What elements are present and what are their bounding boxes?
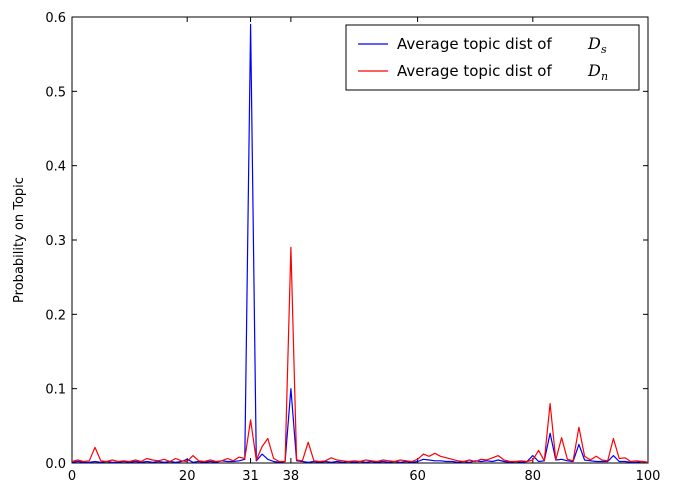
ticks-layer: 0 20 31 38 60 80 100 0.0 0.1 0.2 0.3 0.4 0.5 0.6 [45,11,660,484]
y-tick-label: 0.4 [45,160,66,175]
x-tick-label: 38 [283,469,300,484]
y-tick-label: 0.0 [45,457,66,472]
legend-sub-dn: n [601,70,608,83]
y-axis-label: Probability on Topic [12,177,27,303]
legend: Average topic dist of D s Average topic … [345,24,640,91]
x-tick-label: 100 [636,469,661,484]
legend-sub-ds: s [601,43,607,56]
y-tick-label: 0.1 [45,383,66,398]
y-tick-label: 0.2 [45,308,66,323]
x-tick-label: 80 [525,469,542,484]
y-tick-label: 0.6 [45,11,66,26]
x-tick-label: 0 [68,469,76,484]
series-line-dn [71,246,649,463]
legend-item-ds: Average topic dist of D s [358,34,607,56]
legend-label-dn: Average topic dist of [397,62,552,80]
legend-box [345,24,640,91]
y-tick-label: 0.5 [45,85,66,100]
y-tick-label: 0.3 [45,234,66,249]
legend-item-dn: Average topic dist of D n [358,61,608,83]
x-tick-label: 31 [242,469,259,484]
legend-symbol-dn: D [587,61,601,80]
series-layer [71,23,649,463]
x-tick-label: 20 [179,469,196,484]
legend-symbol-ds: D [587,34,601,53]
legend-label-ds: Average topic dist of [397,35,552,53]
x-tick-label: 60 [409,469,426,484]
